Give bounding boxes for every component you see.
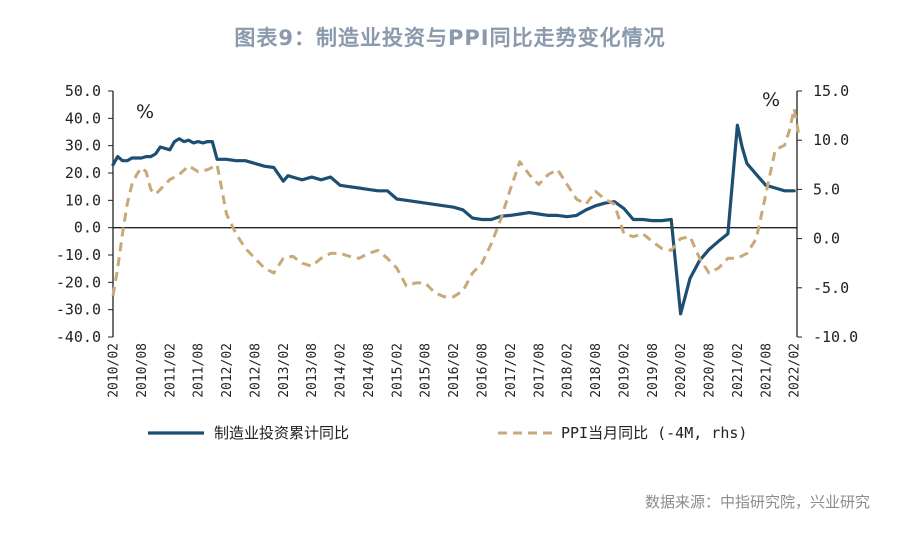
x-tick-label: 2015/02 bbox=[390, 343, 405, 398]
legend-label-1: 制造业投资累计同比 bbox=[214, 424, 349, 442]
x-tick-label: 2012/08 bbox=[248, 343, 263, 398]
x-tick-label: 2011/08 bbox=[192, 343, 207, 398]
left-tick-label: 0.0 bbox=[74, 219, 101, 237]
x-tick-label: 2016/08 bbox=[476, 343, 491, 398]
x-tick-label: 2017/02 bbox=[504, 343, 519, 398]
left-tick-label: 40.0 bbox=[65, 109, 101, 127]
legend-label-2: PPI当月同比 (-4M, rhs) bbox=[561, 424, 747, 442]
x-tick-label: 2019/02 bbox=[617, 343, 632, 398]
series-layer bbox=[111, 107, 801, 316]
x-tick-label: 2011/02 bbox=[163, 343, 178, 398]
left-tick-label: 10.0 bbox=[65, 191, 101, 209]
left-tick-label: 30.0 bbox=[65, 137, 101, 155]
axes-group: 50.0 40.0 30.0 20.0 10.0 0.0 -10.0 -20.0 -30.0 -4… bbox=[56, 82, 858, 398]
left-tick-label: -20.0 bbox=[56, 273, 101, 291]
right-tick-label: 5.0 bbox=[813, 180, 840, 198]
x-tick-label: 2019/08 bbox=[646, 343, 661, 398]
x-tick-label: 2021/08 bbox=[759, 343, 774, 398]
x-tick-label: 2013/08 bbox=[305, 343, 320, 398]
left-tick-label: 20.0 bbox=[65, 164, 101, 182]
series-line-1 bbox=[111, 123, 796, 316]
x-tick-label: 2014/08 bbox=[362, 343, 377, 398]
right-tick-label: -5.0 bbox=[813, 279, 849, 297]
right-tick-label: 10.0 bbox=[813, 131, 849, 149]
right-tick-label: -10.0 bbox=[813, 328, 858, 346]
x-tick-label: 2015/08 bbox=[419, 343, 434, 398]
x-tick-label: 2022/02 bbox=[788, 343, 803, 398]
x-tick-label: 2017/08 bbox=[532, 343, 547, 398]
left-tick-label: -40.0 bbox=[56, 328, 101, 346]
right-tick-label: 15.0 bbox=[813, 82, 849, 100]
x-tick-label: 2018/02 bbox=[561, 343, 576, 398]
source-note: 数据来源：中指研究院，兴业研究 bbox=[644, 493, 870, 511]
x-tick-label: 2010/02 bbox=[107, 343, 122, 398]
x-tick-label: 2014/02 bbox=[334, 343, 349, 398]
left-tick-label: 50.0 bbox=[65, 82, 101, 100]
left-unit-label: % bbox=[136, 101, 154, 123]
left-tick-label: -30.0 bbox=[56, 301, 101, 319]
chart-title: 图表9：制造业投资与PPI同比走势变化情况 bbox=[234, 26, 666, 50]
x-tick-label: 2013/02 bbox=[277, 343, 292, 398]
right-tick-label: 0.0 bbox=[813, 230, 840, 248]
right-unit-label: % bbox=[762, 89, 780, 111]
series-line-2 bbox=[111, 107, 801, 299]
x-tick-label: 2018/08 bbox=[589, 343, 604, 398]
x-tick-label: 2021/02 bbox=[731, 343, 746, 398]
x-tick-label: 2012/02 bbox=[220, 343, 235, 398]
legend: 制造业投资累计同比 PPI当月同比 (-4M, rhs) bbox=[148, 424, 747, 442]
left-tick-label: -10.0 bbox=[56, 246, 101, 264]
x-tick-label: 2020/08 bbox=[703, 343, 718, 398]
x-tick-label: 2020/02 bbox=[674, 343, 689, 398]
x-tick-label: 2016/02 bbox=[447, 343, 462, 398]
x-tick-label: 2010/08 bbox=[135, 343, 150, 398]
